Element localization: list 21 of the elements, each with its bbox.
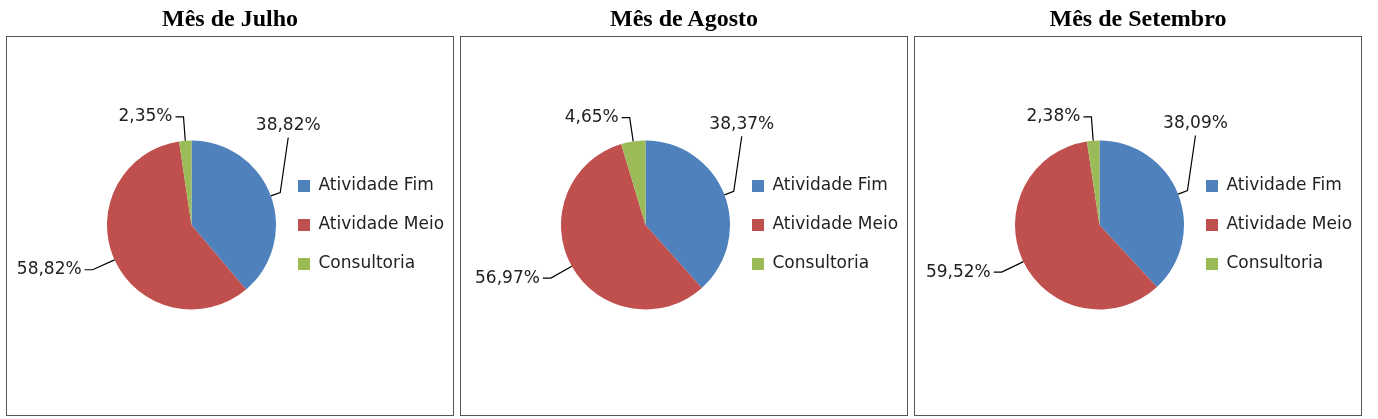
data-label: 59,52% bbox=[925, 260, 991, 281]
legend-label: Consultoria bbox=[1226, 252, 1324, 273]
data-label: 2,38% bbox=[1026, 105, 1081, 126]
data-label: 38,09% bbox=[1163, 112, 1228, 133]
legend-label: Consultoria bbox=[772, 252, 870, 273]
chart-title: Mês de Setembro bbox=[1048, 4, 1228, 33]
data-label: 38,37% bbox=[709, 113, 775, 134]
legend-label: Atividade Meio bbox=[772, 213, 899, 234]
chart-title: Mês de Julho bbox=[161, 4, 299, 33]
data-label: 38,82% bbox=[255, 114, 321, 135]
legend-label: Atividade Fim bbox=[318, 174, 434, 195]
legend-label: Atividade Fim bbox=[1226, 174, 1342, 195]
chart-title: Mês de Agosto bbox=[609, 4, 759, 33]
legend-label: Atividade Meio bbox=[1226, 213, 1353, 234]
data-label: 56,97% bbox=[475, 266, 540, 287]
data-label: 4,65% bbox=[564, 106, 619, 127]
data-label: 58,82% bbox=[16, 258, 82, 279]
legend-label: Atividade Meio bbox=[318, 213, 445, 234]
legend-label: Atividade Fim bbox=[772, 174, 888, 195]
data-label: 2,35% bbox=[118, 105, 173, 126]
legend-label: Consultoria bbox=[318, 252, 416, 273]
